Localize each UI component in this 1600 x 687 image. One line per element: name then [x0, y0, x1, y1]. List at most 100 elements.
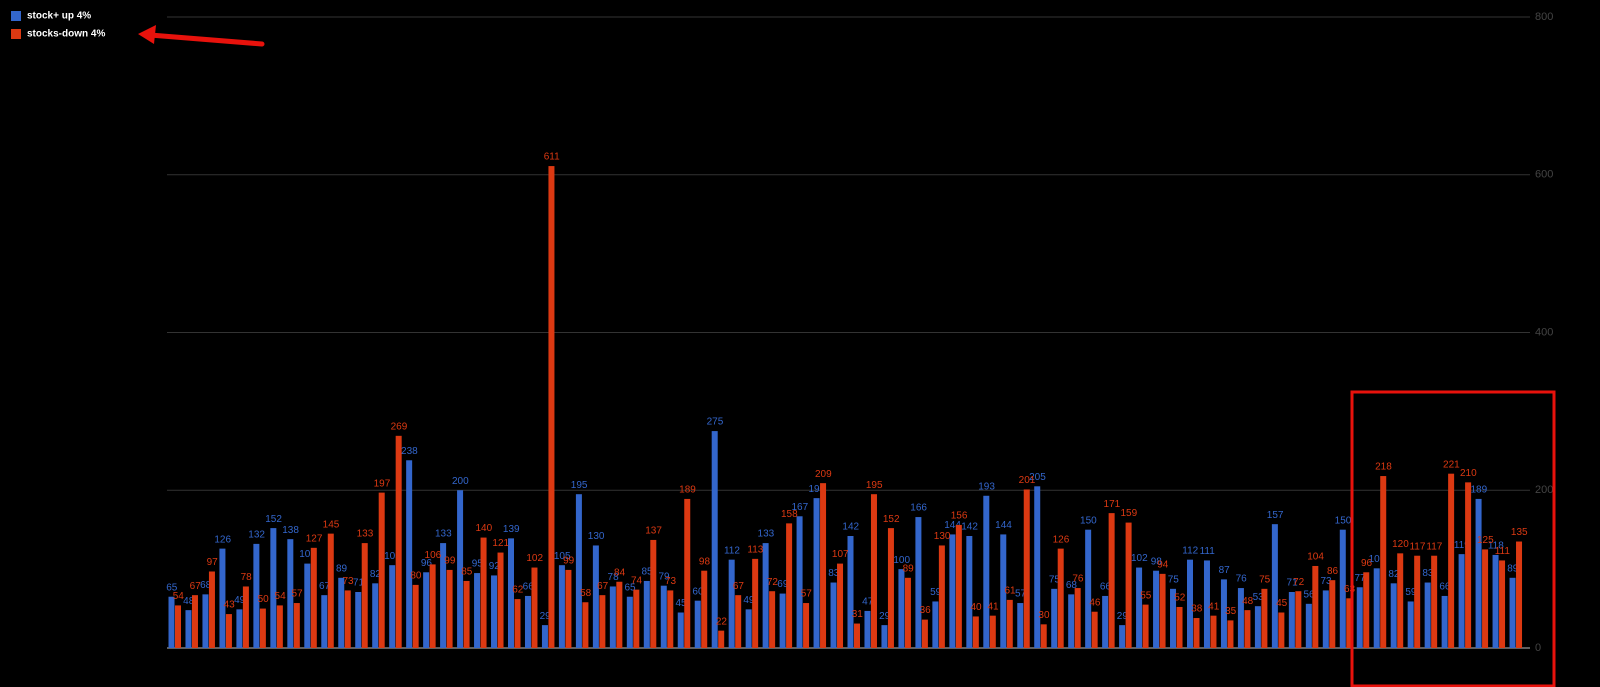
- bar: [989, 615, 996, 648]
- bar: [558, 565, 565, 648]
- bars: 6548681264913215213810767897182105238961…: [166, 152, 1528, 649]
- bar: [955, 524, 962, 648]
- data-label: 200: [452, 476, 469, 487]
- bar: [293, 603, 300, 648]
- bar: [1125, 522, 1132, 648]
- bar: [202, 594, 209, 648]
- data-label: 145: [323, 519, 340, 530]
- bar: [1288, 591, 1295, 648]
- bar: [1108, 513, 1115, 648]
- data-label: 157: [1267, 510, 1284, 521]
- y-tick-label: 400: [1535, 326, 1553, 338]
- bar: [474, 573, 481, 648]
- bar: [1040, 624, 1047, 648]
- bar: [1295, 591, 1302, 648]
- data-label: 142: [842, 522, 859, 533]
- bar: [1227, 620, 1234, 648]
- data-label: 156: [951, 511, 968, 522]
- bar: [1346, 598, 1353, 648]
- data-label: 135: [1511, 527, 1528, 538]
- data-label: 107: [832, 549, 849, 560]
- legend-swatch: [11, 11, 21, 21]
- data-label: 49: [234, 595, 246, 606]
- bar: [820, 483, 827, 648]
- data-label: 22: [716, 616, 728, 627]
- data-label: 205: [1029, 472, 1046, 483]
- bar: [1102, 595, 1109, 648]
- data-label: 144: [995, 520, 1012, 531]
- data-label: 125: [1477, 535, 1494, 546]
- data-label: 84: [614, 567, 626, 578]
- bar: [972, 616, 979, 648]
- bar: [677, 612, 684, 648]
- annotation-box: [1350, 390, 1556, 687]
- bar: [904, 577, 911, 648]
- bar: [480, 537, 487, 648]
- data-label: 210: [1460, 468, 1477, 479]
- data-label: 133: [758, 529, 775, 540]
- bar: [446, 569, 453, 648]
- data-label: 50: [258, 594, 270, 605]
- bar: [1278, 612, 1285, 648]
- bar: [1068, 594, 1075, 648]
- data-label: 99: [444, 556, 456, 567]
- y-tick-label: 0: [1535, 642, 1541, 654]
- bar: [1237, 588, 1244, 648]
- data-label: 159: [1121, 508, 1138, 519]
- legend-label: stocks-down 4%: [27, 29, 105, 40]
- bar: [1441, 595, 1448, 648]
- bar: [803, 603, 810, 648]
- data-label: 86: [1327, 566, 1339, 577]
- bar: [1509, 577, 1516, 648]
- data-label: 73: [1320, 576, 1332, 587]
- data-label: 130: [934, 531, 951, 542]
- data-label: 41: [987, 601, 999, 612]
- data-label: 57: [292, 589, 304, 600]
- bar: [1390, 583, 1397, 648]
- data-label: 36: [920, 605, 932, 616]
- bar: [1475, 498, 1482, 648]
- data-label: 111: [1200, 546, 1216, 557]
- data-label: 195: [866, 480, 883, 491]
- bar: [609, 586, 616, 648]
- bar: [932, 601, 939, 648]
- bar: [779, 593, 786, 648]
- data-label: 66: [523, 582, 535, 593]
- data-label: 105: [554, 551, 571, 562]
- bar: [1193, 618, 1200, 648]
- bar: [735, 595, 742, 648]
- bar: [796, 516, 803, 648]
- bar: [429, 564, 436, 648]
- bar: [1153, 570, 1160, 648]
- bar: [1187, 559, 1193, 648]
- bar: [412, 584, 419, 648]
- bar: [168, 596, 175, 648]
- bar: [1407, 601, 1414, 648]
- data-label: 89: [903, 563, 915, 574]
- data-label: 98: [1151, 556, 1163, 567]
- bar: [1091, 611, 1098, 648]
- data-label: 85: [461, 567, 473, 578]
- bar: [1085, 529, 1092, 648]
- bar: [191, 595, 198, 648]
- bar: [728, 559, 735, 648]
- data-label: 107: [299, 549, 316, 560]
- bar: [718, 630, 725, 648]
- data-label: 158: [781, 509, 798, 520]
- bar: [1159, 573, 1166, 648]
- bar: [395, 435, 402, 648]
- data-label: 95: [472, 559, 484, 570]
- bar: [1244, 610, 1251, 648]
- data-label: 53: [1253, 592, 1265, 603]
- data-label: 80: [410, 571, 422, 582]
- bar: [344, 590, 351, 648]
- data-label: 83: [1422, 568, 1434, 579]
- bar: [1271, 524, 1278, 648]
- data-label: 66: [1100, 582, 1112, 593]
- data-label: 85: [641, 567, 653, 578]
- data-label: 57: [801, 589, 813, 600]
- bar: [1380, 476, 1387, 648]
- bar: [966, 535, 973, 648]
- bar: [1458, 554, 1465, 648]
- bar: [1397, 553, 1404, 648]
